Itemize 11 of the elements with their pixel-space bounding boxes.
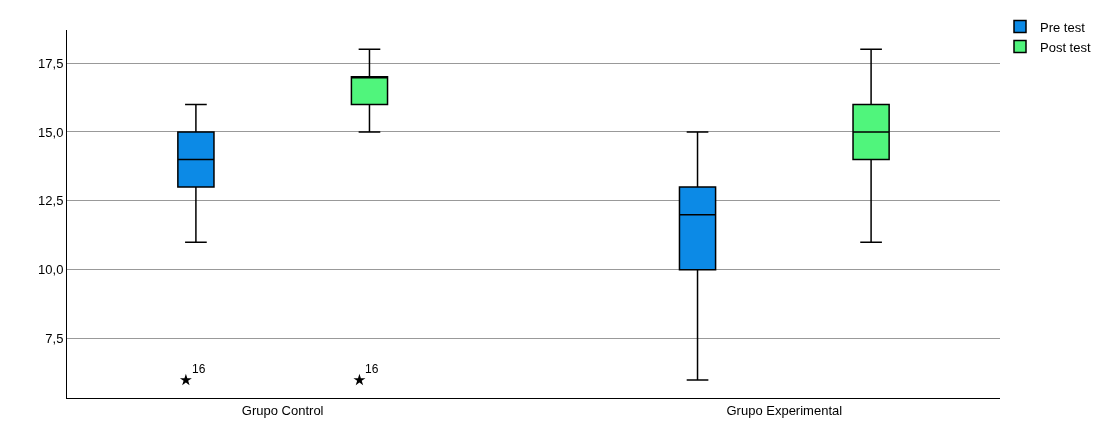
legend-label: Post test (1040, 39, 1091, 55)
annotation: 16 (365, 362, 379, 376)
y-tick-label: 10,0 (38, 262, 64, 278)
annotation: 16 (192, 362, 206, 376)
y-tick-label: 7,5 (45, 331, 64, 347)
y-tick-label: 12,5 (38, 193, 64, 209)
legend-label: Pre test (1040, 19, 1086, 35)
x-tick-label: Grupo Experimental (726, 402, 843, 418)
x-tick-label: Grupo Control (241, 402, 324, 418)
y-tick-label: 17,5 (38, 55, 64, 71)
y-tick-label: 15,0 (38, 124, 64, 140)
